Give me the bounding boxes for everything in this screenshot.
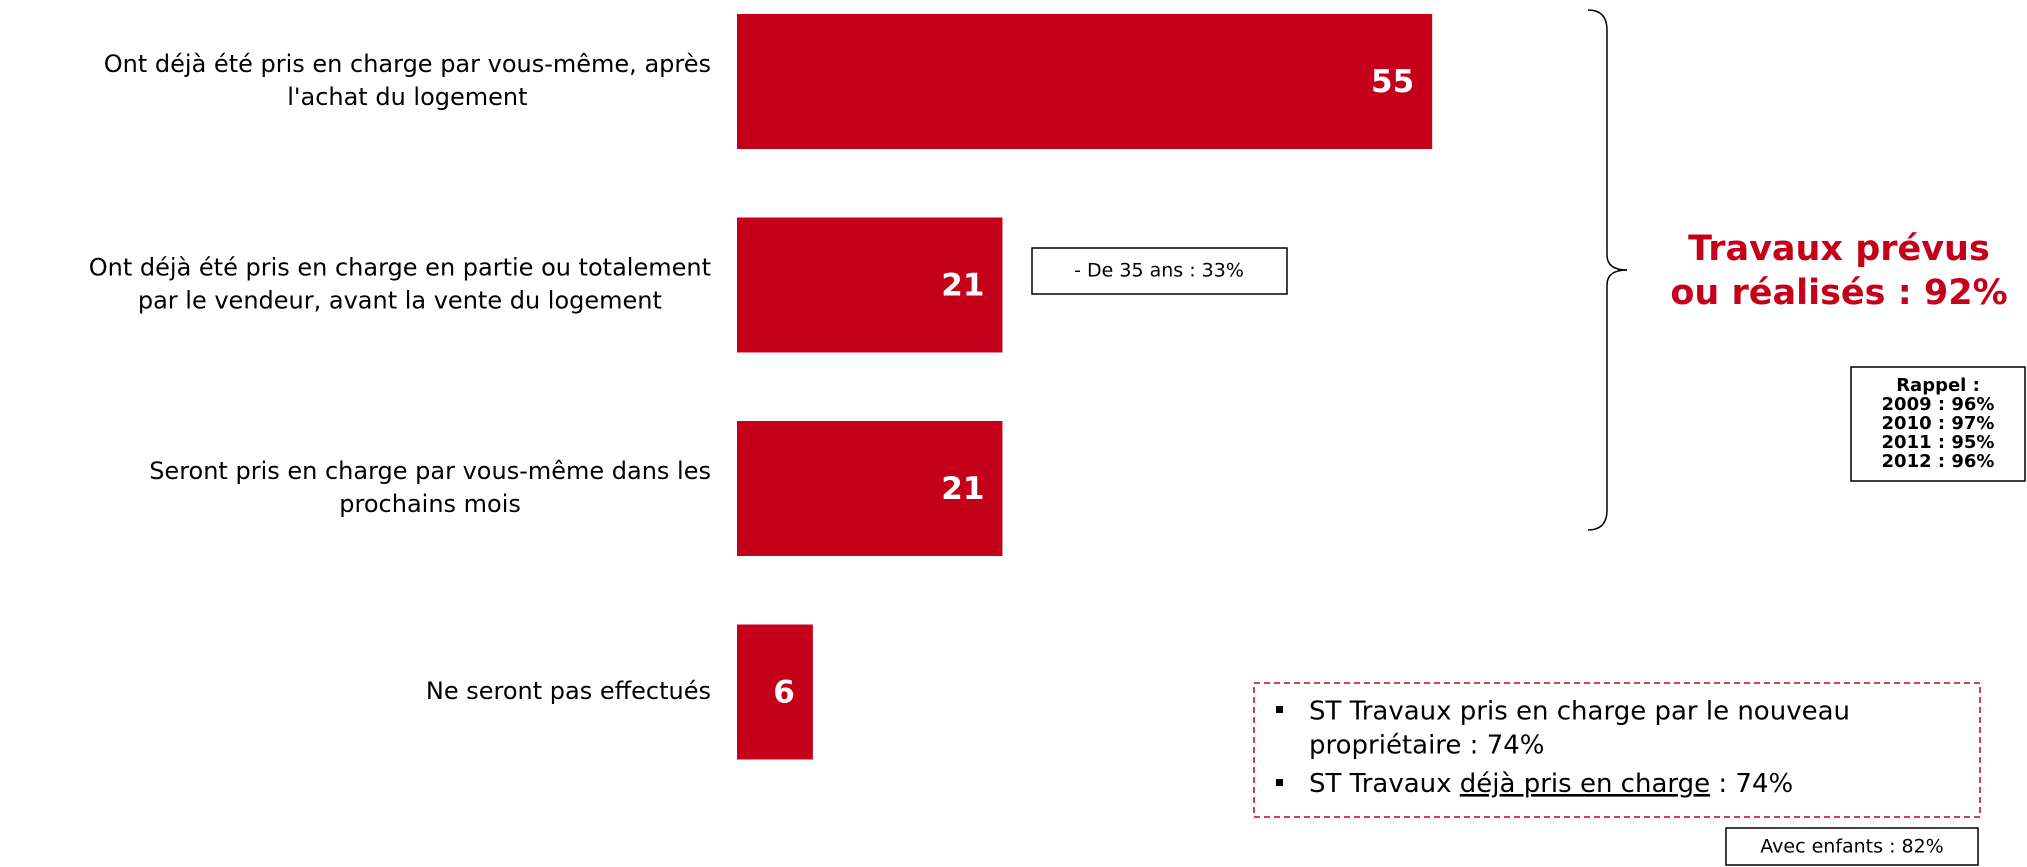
bar-note: - De 35 ans : 33% xyxy=(1074,260,1244,282)
bullet-text: ST Travaux pris en charge par le nouveau xyxy=(1309,697,1850,727)
rappel-line: 2012 : 96% xyxy=(1882,451,1995,472)
category-label: Ont déjà été pris en charge en partie ou… xyxy=(89,254,711,282)
rappel-box xyxy=(1850,366,2026,482)
summary-box xyxy=(1253,682,1981,818)
value-label: 55 xyxy=(1371,64,1414,100)
note-box xyxy=(1031,247,1288,295)
category-label: Ont déjà été pris en charge par vous-mêm… xyxy=(104,50,711,78)
bar xyxy=(737,14,1433,149)
text-part: déjà pris en charge xyxy=(1460,769,1710,799)
value-label: 6 xyxy=(773,675,795,711)
children-box xyxy=(1725,827,1979,866)
bullet xyxy=(1276,706,1283,713)
category-label: Seront pris en charge par vous-même dans… xyxy=(149,457,711,485)
value-label: 21 xyxy=(941,471,984,507)
brace xyxy=(1587,9,1628,531)
bar xyxy=(737,421,1003,556)
rappel: Rappel :2009 : 96%2010 : 97%2011 : 95%20… xyxy=(1882,375,1995,472)
rappel-line: 2011 : 95% xyxy=(1882,432,1995,453)
value-label: 21 xyxy=(941,268,984,304)
bar xyxy=(737,217,1003,353)
rappel-line: Rappel : xyxy=(1896,375,1980,396)
bullet-text: ST Travaux déjà pris en charge : 74% xyxy=(1309,769,1793,799)
bullet-text: propriétaire : 74% xyxy=(1309,731,1545,761)
total-line: Travaux prévus xyxy=(1688,229,1990,269)
text-part: : 74% xyxy=(1710,769,1793,799)
children-note: Avec enfants : 82% xyxy=(1760,836,1943,858)
category-label: par le vendeur, avant la vente du logeme… xyxy=(138,287,662,315)
bullet xyxy=(1276,779,1283,786)
category-label: Ne seront pas effectués xyxy=(426,677,711,705)
category-label: l'achat du logement xyxy=(287,83,527,111)
text-part: ST Travaux xyxy=(1309,769,1460,799)
rappel-line: 2009 : 96% xyxy=(1882,394,1995,415)
total-line: ou réalisés : 92% xyxy=(1670,273,2007,313)
category-label: prochains mois xyxy=(339,490,521,518)
rappel-line: 2010 : 97% xyxy=(1882,413,1995,434)
bar xyxy=(737,624,813,760)
